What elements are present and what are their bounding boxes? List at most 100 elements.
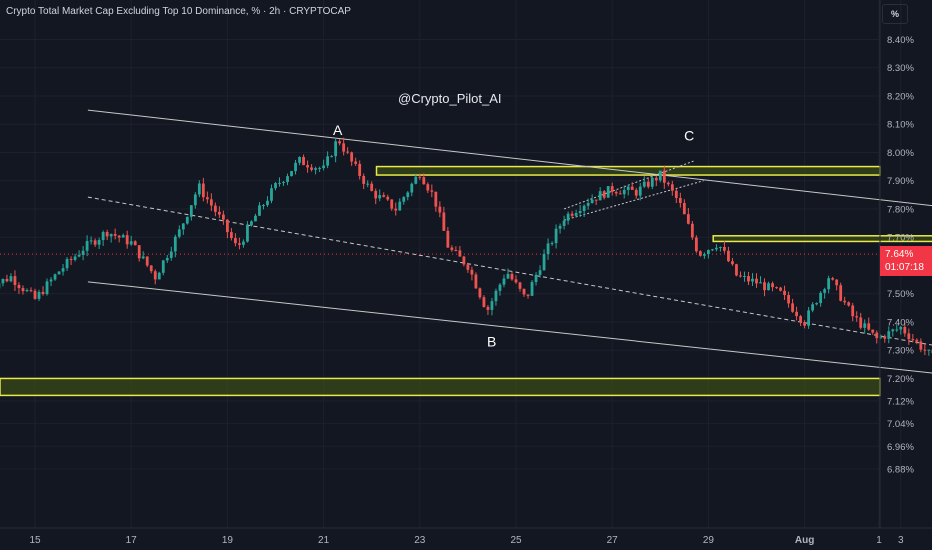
- candle-body: [278, 182, 281, 184]
- candle-body: [550, 243, 554, 245]
- candle-body: [875, 332, 879, 339]
- candle-body: [811, 304, 815, 311]
- candle-body: [835, 279, 839, 286]
- candle-body: [570, 213, 574, 216]
- candle-body: [133, 241, 137, 246]
- candle-body: [342, 143, 346, 152]
- candle-body: [799, 316, 802, 323]
- candle-body: [707, 250, 710, 255]
- candle-body: [129, 241, 133, 245]
- time-tick-label: 29: [703, 535, 715, 546]
- time-tick-label: 3: [898, 535, 904, 546]
- candle-body: [486, 306, 490, 310]
- chart-title: Crypto Total Market Cap Excluding Top 10…: [6, 6, 351, 17]
- channel-mid-line: [87, 196, 932, 346]
- candle-body: [226, 219, 229, 233]
- candle-body: [474, 274, 478, 289]
- price-tick-label: 6.96%: [887, 442, 914, 453]
- price-axis[interactable]: 8.40% 8.30% 8.20% 8.10% 8.00% 7.90% 7.80% 7.70%…: [879, 0, 914, 528]
- candle-body: [266, 200, 269, 206]
- candle-body: [302, 156, 305, 166]
- candle-body: [290, 171, 293, 177]
- price-tick-label: 6.88%: [887, 464, 914, 475]
- candle-body: [362, 175, 366, 184]
- candle-body: [262, 205, 265, 207]
- candle-body: [682, 202, 686, 215]
- candle-body: [602, 191, 606, 198]
- candle-body: [418, 176, 422, 178]
- candle-body: [17, 284, 21, 289]
- candle-body: [306, 165, 309, 168]
- candle-body: [767, 283, 770, 291]
- candle-body: [274, 183, 277, 189]
- candle-body: [506, 273, 510, 279]
- candle-body: [686, 214, 690, 224]
- candle-body: [851, 305, 855, 317]
- wave-label-b: B: [487, 334, 496, 350]
- bar-countdown: 01:07:18: [885, 262, 924, 273]
- candle-body: [735, 264, 738, 276]
- time-tick-label: 17: [126, 535, 138, 546]
- candle-body: [626, 186, 630, 190]
- candle-body: [145, 256, 149, 266]
- candle-body: [33, 290, 37, 299]
- candle-body: [374, 190, 378, 199]
- candle-body: [494, 290, 498, 302]
- grid-lines: [0, 0, 902, 528]
- candle-body: [891, 329, 895, 332]
- candle-body: [434, 191, 438, 207]
- candle-body: [61, 268, 65, 272]
- candle-body: [45, 281, 49, 295]
- candle-body: [915, 339, 919, 342]
- candle-body: [318, 168, 321, 170]
- candle-body: [751, 278, 754, 282]
- candle-body: [93, 240, 97, 245]
- candle-body: [630, 186, 634, 190]
- candle-body: [594, 199, 598, 201]
- candle-body: [298, 156, 301, 163]
- candle-body: [402, 197, 406, 202]
- candle-body: [246, 225, 249, 242]
- candle-body: [871, 329, 875, 333]
- candle-body: [310, 167, 313, 170]
- candle-body: [923, 349, 927, 351]
- candle-body: [783, 290, 786, 295]
- candle-body: [763, 282, 766, 291]
- candle-body: [775, 287, 778, 289]
- candle-body: [390, 199, 394, 209]
- candle-body: [815, 303, 819, 305]
- candle-body: [723, 246, 726, 251]
- candle-body: [662, 170, 666, 183]
- time-tick-label: 1: [876, 535, 882, 546]
- candle-body: [702, 254, 706, 256]
- candle-body: [65, 259, 69, 269]
- candle-body: [37, 291, 41, 299]
- unit-toggle-button[interactable]: %: [882, 4, 908, 24]
- candle-body: [578, 211, 582, 213]
- last-price-value: 7.64%: [885, 249, 914, 260]
- candle-body: [807, 310, 811, 326]
- trend-drawings: [0, 109, 932, 374]
- candle-body: [230, 232, 233, 239]
- candle-body: [238, 243, 241, 245]
- candle-body: [89, 240, 93, 242]
- candle-body: [49, 279, 53, 282]
- candle-body: [25, 290, 29, 292]
- candle-body: [406, 192, 410, 198]
- price-tick-label: 8.10%: [887, 120, 914, 131]
- candle-body: [201, 183, 205, 198]
- candle-body: [426, 184, 430, 191]
- candle-body: [181, 223, 185, 230]
- candle-body: [887, 331, 891, 339]
- candle-body: [438, 206, 442, 213]
- time-tick-label: 25: [510, 535, 522, 546]
- candle-body: [258, 205, 261, 216]
- price-tick-label: 8.20%: [887, 91, 914, 102]
- time-axis[interactable]: 1517192123252729Aug3579111315171: [0, 527, 932, 546]
- candle-body: [137, 245, 141, 259]
- candle-body: [674, 190, 678, 198]
- candle-body: [883, 336, 887, 339]
- candle-body: [217, 211, 221, 215]
- candle-body: [795, 311, 798, 317]
